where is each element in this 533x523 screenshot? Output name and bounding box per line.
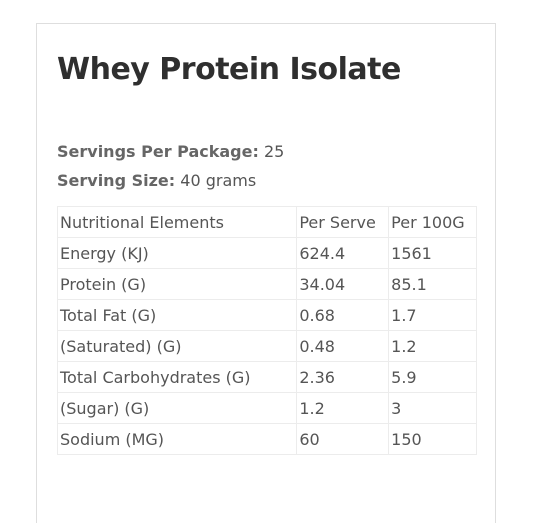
table-row: Total Carbohydrates (G) 2.36 5.9 (56, 361, 477, 393)
per-serve-value: 34.04 (296, 268, 390, 300)
nutrient-name: (Sugar) (G) (56, 392, 298, 424)
per-serve-value: 0.48 (296, 330, 390, 362)
nutrient-name: Energy (KJ) (56, 237, 298, 269)
per-100g-value: 3 (388, 392, 477, 424)
per-serve-value: 2.36 (296, 361, 390, 393)
table-row: (Saturated) (G) 0.48 1.2 (56, 330, 477, 362)
serving-size-label: Serving Size: (57, 171, 176, 190)
per-100g-value: 5.9 (388, 361, 477, 393)
table-row: Energy (KJ) 624.4 1561 (56, 237, 477, 269)
per-100g-value: 1561 (388, 237, 477, 269)
nutrient-name: Protein (G) (56, 268, 298, 300)
servings-value: 25 (263, 142, 285, 161)
servings-label: Servings Per Package: (57, 142, 259, 161)
per-serve-value: 0.68 (296, 299, 390, 331)
header-per-serve: Per Serve (296, 206, 390, 238)
per-serve-value: 1.2 (296, 392, 390, 424)
per-100g-value: 1.7 (388, 299, 477, 331)
nutrition-panel: Whey Protein Isolate Servings Per Packag… (36, 23, 496, 523)
product-title: Whey Protein Isolate (57, 52, 401, 87)
serving-size-value: 40 grams (180, 171, 257, 190)
table-row: Total Fat (G) 0.68 1.7 (56, 299, 477, 331)
serving-size: Serving Size: 40 grams (57, 171, 256, 190)
nutrient-name: Sodium (MG) (56, 423, 298, 455)
per-100g-value: 150 (388, 423, 477, 455)
servings-per-package: Servings Per Package: 25 (57, 142, 284, 161)
nutrient-name: Total Fat (G) (56, 299, 298, 331)
table-header-row: Nutritional Elements Per Serve Per 100G (56, 206, 477, 238)
per-100g-value: 85.1 (388, 268, 477, 300)
nutrition-table: Nutritional Elements Per Serve Per 100G … (56, 206, 477, 455)
header-nutritional-elements: Nutritional Elements (56, 206, 298, 238)
nutrient-name: Total Carbohydrates (G) (56, 361, 298, 393)
nutrient-name: (Saturated) (G) (56, 330, 298, 362)
per-serve-value: 60 (296, 423, 390, 455)
per-serve-value: 624.4 (296, 237, 390, 269)
table-row: Sodium (MG) 60 150 (56, 423, 477, 455)
table-row: Protein (G) 34.04 85.1 (56, 268, 477, 300)
header-per-100g: Per 100G (388, 206, 477, 238)
per-100g-value: 1.2 (388, 330, 477, 362)
table-row: (Sugar) (G) 1.2 3 (56, 392, 477, 424)
